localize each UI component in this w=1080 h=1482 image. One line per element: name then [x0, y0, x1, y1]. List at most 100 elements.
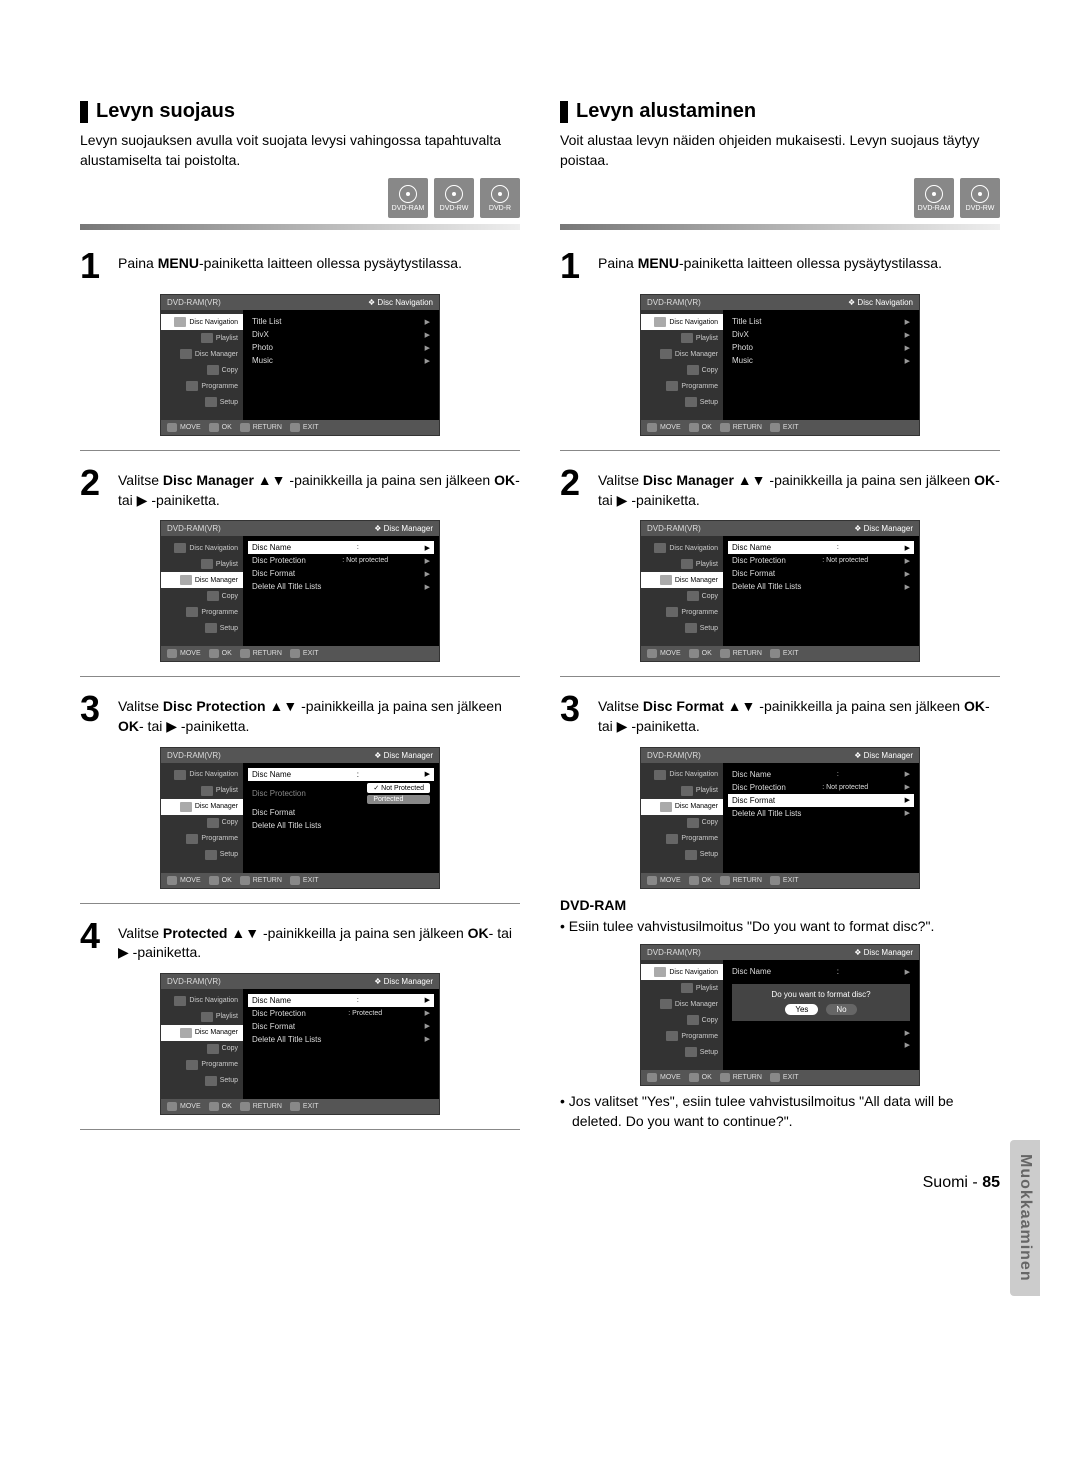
menu-side-item[interactable]: Disc Manager [161, 572, 243, 588]
step-text: Valitse Protected ▲▼ -painikkeilla ja pa… [118, 918, 520, 963]
menu-side-item[interactable]: Disc Manager [641, 572, 723, 588]
menu-side-item[interactable]: Programme [161, 1057, 243, 1073]
menu-side-item[interactable]: Programme [641, 1028, 723, 1044]
menu-side-item[interactable]: Playlist [161, 330, 243, 346]
menu-row[interactable]: Disc Name:▶ [248, 768, 434, 781]
step-number: 1 [560, 248, 588, 284]
left-menu-1: DVD-RAM(VR)❖ Disc NavigationDisc Navigat… [80, 294, 520, 436]
menu-row[interactable]: Title List▶ [728, 315, 914, 328]
menu-side-item[interactable]: Copy [641, 1012, 723, 1028]
menu-side-item[interactable]: Playlist [641, 556, 723, 572]
menu-row[interactable]: Disc Name:▶ [248, 994, 434, 1007]
disc-type-icon: DVD-R [480, 178, 520, 218]
menu-side-item[interactable]: Setup [161, 847, 243, 863]
menu-row[interactable]: DivX▶ [728, 328, 914, 341]
menu-side-item[interactable]: Playlist [641, 980, 723, 996]
menu-row[interactable]: Disc Format▶ [728, 567, 914, 580]
step-number: 2 [80, 465, 108, 501]
menu-side-item[interactable]: Playlist [641, 330, 723, 346]
menu-side-item[interactable]: Playlist [161, 1009, 243, 1025]
menu-row[interactable]: Disc Name:▶ [248, 541, 434, 554]
menu-side-item[interactable]: Setup [161, 1073, 243, 1089]
menu-side-item[interactable]: Disc Navigation [161, 314, 243, 330]
right-disc-icons: DVD-RAMDVD-RW [560, 178, 1000, 218]
menu-side-item[interactable]: Copy [641, 362, 723, 378]
menu-side-item[interactable]: Setup [161, 394, 243, 410]
left-heading: Levyn suojaus [80, 100, 520, 123]
menu-row[interactable]: Disc Format▶ [728, 794, 914, 807]
menu-side-item[interactable]: Programme [641, 831, 723, 847]
divider [560, 676, 1000, 677]
menu-row[interactable]: Disc Protection: Not protected▶ [248, 554, 434, 567]
step-text: Paina MENU-painiketta laitteen ollessa p… [118, 248, 462, 274]
menu-side-item[interactable]: Copy [641, 588, 723, 604]
menu-side-item[interactable]: Playlist [641, 783, 723, 799]
menu-row[interactable]: Delete All Title Lists▶ [248, 580, 434, 593]
menu-row[interactable]: Delete All Title Lists▶ [248, 1033, 434, 1046]
menu-side-item[interactable]: Copy [161, 815, 243, 831]
menu-side-item[interactable]: Disc Navigation [161, 540, 243, 556]
menu-side-item[interactable]: Setup [161, 620, 243, 636]
dialog-button[interactable]: Yes [785, 1004, 818, 1015]
menu-row[interactable]: Disc Protection: Protected▶ [248, 1007, 434, 1020]
menu-row[interactable]: Delete All Title Lists▶ [728, 807, 914, 820]
menu-side-item[interactable]: Disc Navigation [641, 540, 723, 556]
right-menu-3: DVD-RAM(VR)❖ Disc ManagerDisc Navigation… [560, 747, 1000, 889]
menu-side-item[interactable]: Setup [641, 394, 723, 410]
menu-side-item[interactable]: Disc Navigation [641, 767, 723, 783]
menu-side-item[interactable]: Programme [161, 604, 243, 620]
bullet-2: • Jos valitset "Yes", esiin tulee vahvis… [560, 1092, 1000, 1131]
left-step-2: 2 Valitse Disc Manager ▲▼ -painikkeilla … [80, 465, 520, 510]
menu-row[interactable]: Disc Format [248, 806, 434, 819]
menu-row[interactable]: Delete All Title Lists [248, 819, 434, 832]
menu-row[interactable]: Disc Format▶ [248, 567, 434, 580]
menu-row[interactable]: Disc Protection: Not protected▶ [728, 554, 914, 567]
menu-side-item[interactable]: Disc Manager [161, 1025, 243, 1041]
menu-side-item[interactable]: Copy [161, 588, 243, 604]
menu-row[interactable]: Disc Format▶ [248, 1020, 434, 1033]
menu-side-item[interactable]: Disc Navigation [641, 964, 723, 980]
disc-type-icon: DVD-RAM [914, 178, 954, 218]
menu-side-item[interactable]: Disc Manager [641, 346, 723, 362]
menu-side-item[interactable]: Disc Navigation [641, 314, 723, 330]
menu-footer-hint: MOVE [647, 876, 681, 885]
menu-row[interactable]: Disc Protection: Not protected▶ [728, 781, 914, 794]
menu-row[interactable]: DivX▶ [248, 328, 434, 341]
menu-row[interactable]: Title List▶ [248, 315, 434, 328]
menu-side-item[interactable]: Disc Navigation [161, 993, 243, 1009]
menu-side-item[interactable]: Programme [161, 831, 243, 847]
menu-side-item[interactable]: Copy [161, 1041, 243, 1057]
step-text: Valitse Disc Format ▲▼ -painikkeilla ja … [598, 691, 1000, 736]
menu-side-item[interactable]: Disc Manager [161, 799, 243, 815]
menu-side-item[interactable]: Playlist [161, 783, 243, 799]
divider [80, 450, 520, 451]
menu-side-item[interactable]: Copy [641, 815, 723, 831]
menu-footer-hint: EXIT [290, 876, 319, 885]
menu-row[interactable]: Delete All Title Lists▶ [728, 580, 914, 593]
menu-side-item[interactable]: Programme [641, 378, 723, 394]
menu-side-item[interactable]: Disc Manager [641, 799, 723, 815]
menu-side-item[interactable]: Programme [161, 378, 243, 394]
menu-side-item[interactable]: Setup [641, 1044, 723, 1060]
menu-side-item[interactable]: Disc Navigation [161, 767, 243, 783]
menu-side-item[interactable]: Setup [641, 847, 723, 863]
menu-row[interactable]: Disc Name:▶ [728, 768, 914, 781]
menu-row[interactable]: Disc Protection✓ Not ProtectedPortected [248, 781, 434, 806]
dialog-button[interactable]: No [826, 1004, 856, 1015]
menu-footer-hint: OK [689, 1073, 712, 1082]
menu-row[interactable]: Photo▶ [248, 341, 434, 354]
left-intro: Levyn suojauksen avulla voit suojata lev… [80, 131, 520, 170]
menu-side-item[interactable]: Programme [641, 604, 723, 620]
menu-side-item[interactable]: Copy [161, 362, 243, 378]
menu-side-item[interactable]: Playlist [161, 556, 243, 572]
menu-side-item[interactable]: Disc Manager [161, 346, 243, 362]
menu-row[interactable]: Photo▶ [728, 341, 914, 354]
menu-row[interactable]: Music▶ [248, 354, 434, 367]
divider [560, 450, 1000, 451]
menu-row[interactable]: Music▶ [728, 354, 914, 367]
menu-side-item[interactable]: Disc Manager [641, 996, 723, 1012]
menu-side-item[interactable]: Setup [641, 620, 723, 636]
divider [80, 903, 520, 904]
right-step-3: 3 Valitse Disc Format ▲▼ -painikkeilla j… [560, 691, 1000, 736]
menu-row[interactable]: Disc Name:▶ [728, 541, 914, 554]
